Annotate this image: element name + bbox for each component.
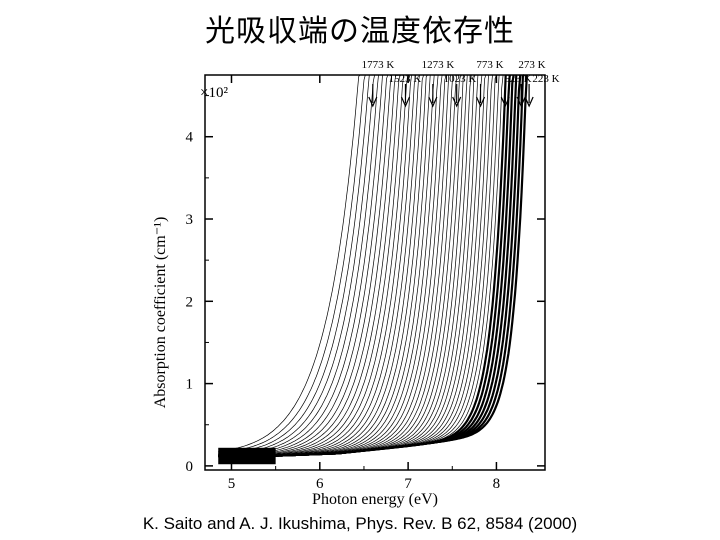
x-tick-label: 7 (404, 476, 412, 492)
x-tick-label: 6 (316, 476, 324, 492)
plot-frame (204, 74, 546, 471)
arrow-head (516, 96, 526, 108)
x-tick-label: 8 (493, 476, 501, 492)
temperature-label: 223 K (532, 73, 559, 85)
temperature-label: 1023 K (444, 73, 477, 85)
arrow-head (452, 96, 462, 108)
baseline-band (218, 447, 276, 465)
absorption-curve (218, 74, 416, 457)
y-tick-label: 3 (186, 212, 194, 228)
axis-ticks (205, 75, 545, 470)
temperature-label: 1773 K (362, 59, 395, 71)
page-title: 光吸収端の温度依存性 (205, 14, 515, 49)
x-axis-label: Photon energy (eV) (312, 491, 438, 508)
temperature-label: 1273 K (422, 59, 455, 71)
absorption-curve (218, 74, 405, 457)
arrow-head (524, 96, 534, 108)
y-tick-label: 4 (186, 130, 194, 146)
y-axis-label: Absorption coefficient (cm⁻¹) (152, 217, 169, 409)
citation: K. Saito and A. J. Ikushima, Phys. Rev. … (142, 514, 578, 533)
temperature-arrows (368, 84, 534, 108)
y-tick-label: 0 (186, 459, 194, 475)
absorption-curve (218, 74, 424, 457)
temperature-label: 523 K (504, 73, 531, 85)
arrow-head (400, 96, 411, 108)
absorption-curve (218, 74, 375, 455)
y-multiplier-label: ×10² (200, 85, 228, 101)
absorption-curve (218, 74, 393, 456)
absorption-curve (218, 74, 472, 457)
temperature-label: 1523 K (389, 73, 422, 85)
absorption-curve (218, 74, 450, 457)
absorption-curve (218, 74, 361, 452)
arrow-head (500, 96, 510, 108)
temperature-label: 773 K (476, 59, 503, 71)
arrow-head (428, 96, 438, 108)
absorption-curve (218, 74, 439, 457)
arrow-head (475, 96, 486, 108)
arrow-head (368, 96, 378, 108)
absorption-curve (218, 74, 370, 455)
absorption-curve (218, 74, 443, 457)
absorption-curve (218, 74, 389, 456)
temperature-label: 273 K (518, 59, 545, 71)
absorption-curve (218, 74, 435, 457)
absorption-curve (218, 74, 476, 457)
absorption-curve (218, 74, 431, 457)
absorption-curves (218, 74, 528, 465)
tick-labels: 5 6 7 8 0 1 2 3 4 (186, 130, 501, 492)
y-tick-label: 1 (186, 377, 194, 393)
absorption-curve (218, 74, 458, 457)
absorption-curve (218, 74, 454, 457)
x-tick-label: 5 (228, 476, 236, 492)
absorption-curve (218, 74, 379, 456)
absorption-curve (218, 74, 401, 457)
y-tick-label: 2 (186, 294, 194, 310)
absorption-curve (218, 74, 497, 457)
